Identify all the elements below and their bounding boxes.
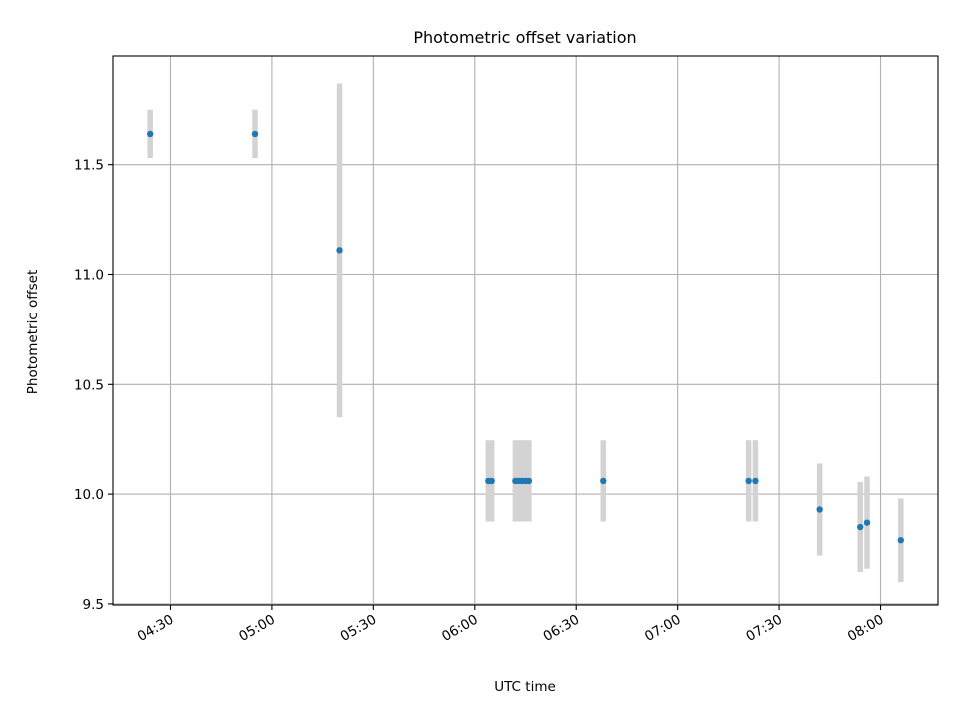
- data-point: [816, 506, 823, 513]
- data-point: [897, 537, 905, 544]
- y-tick-label: 10.5: [74, 377, 104, 393]
- data-point: [146, 130, 154, 138]
- y-tick-label: 10.0: [74, 487, 104, 503]
- chart-title: Photometric offset variation: [413, 28, 636, 47]
- data-point: [525, 477, 533, 485]
- plot-area-frame: [112, 55, 939, 606]
- data-point: [488, 477, 495, 485]
- y-tick-label: 11.0: [74, 268, 104, 284]
- data-point: [336, 247, 343, 254]
- data-point: [600, 477, 607, 485]
- data-point: [857, 523, 864, 531]
- data-point: [745, 477, 752, 485]
- data-point: [251, 130, 259, 138]
- x-axis-label: UTC time: [494, 679, 556, 695]
- y-tick-label: 11.5: [74, 158, 104, 174]
- data-point: [863, 519, 871, 526]
- data-points: [146, 130, 905, 544]
- grid: [113, 56, 938, 605]
- data-point: [752, 477, 759, 485]
- y-axis-label: Photometric offset: [25, 270, 41, 394]
- y-tick-label: 9.5: [83, 597, 104, 613]
